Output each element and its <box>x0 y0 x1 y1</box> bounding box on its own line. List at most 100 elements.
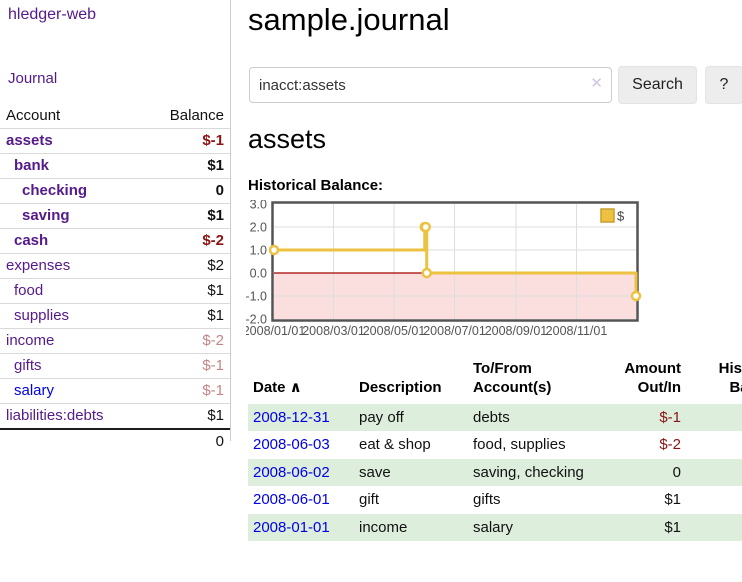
page-title: sample.journal <box>248 2 450 37</box>
search-button[interactable]: Search <box>618 66 697 104</box>
transaction-amount-cell: $-2 <box>659 436 681 453</box>
transaction-date-cell: 2008-06-01 <box>248 486 354 514</box>
sidebar: hledger-web Journal Account Balance asse… <box>0 0 231 450</box>
svg-text:1.0: 1.0 <box>250 244 267 258</box>
accounts-total-row: 0 <box>0 428 230 454</box>
transaction-date-link[interactable]: 2008-06-01 <box>253 491 330 508</box>
transaction-description-cell: gift <box>359 491 380 508</box>
sidebar-account-link-salary[interactable]: salary <box>14 382 55 399</box>
transaction-date-cell: 2008-06-02 <box>248 459 354 487</box>
transaction-balance-cell: $2 <box>686 459 742 487</box>
svg-text:3.0: 3.0 <box>250 200 267 212</box>
account-balance: $-1 <box>202 382 224 399</box>
transaction-amount-cell: $1 <box>664 491 681 508</box>
chart-title: Historical Balance: <box>248 177 384 194</box>
transaction-description-cell: income <box>359 518 408 536</box>
accounts-header-balance: Balance <box>169 107 224 124</box>
transaction-description-cell: save <box>359 463 391 481</box>
svg-text:$: $ <box>617 209 625 224</box>
column-header-historical-balance: Historical Balance <box>718 360 742 396</box>
account-row: bank $1 <box>0 153 230 178</box>
account-row: gifts $-1 <box>0 353 230 378</box>
account-row: cash $-2 <box>0 228 230 253</box>
svg-text:2.0: 2.0 <box>250 221 267 235</box>
account-balance: $-1 <box>202 357 224 374</box>
svg-text:2008/09/01: 2008/09/01 <box>485 324 548 338</box>
sidebar-account-link-gifts[interactable]: gifts <box>14 357 42 374</box>
accounts-total-value: 0 <box>215 433 224 450</box>
transaction-balance-cell: $2 <box>686 486 742 514</box>
sidebar-account-link-cash[interactable]: cash <box>14 232 49 249</box>
transaction-date-link[interactable]: 2008-06-03 <box>253 436 330 453</box>
transaction-date-cell: 2008-12-31 <box>248 404 354 432</box>
transaction-row: 2008-01-01 income salary $1 $1 <box>248 513 742 542</box>
accounts-tree: Account Balance assets $-1 bank $1 checking 0… <box>0 104 230 454</box>
account-row: supplies $1 <box>0 303 230 328</box>
sidebar-account-link-income[interactable]: income <box>6 332 55 349</box>
transaction-accounts-cell: debts <box>473 408 510 426</box>
transaction-amount-cell: $-1 <box>659 408 681 426</box>
transaction-accounts-cell: saving, checking <box>473 463 584 481</box>
account-balance: $2 <box>207 257 224 274</box>
svg-text:2008/11/01: 2008/11/01 <box>546 324 608 338</box>
brand-link[interactable]: hledger-web <box>8 6 97 23</box>
search-input[interactable] <box>249 67 612 103</box>
account-row: expenses $2 <box>0 253 230 278</box>
svg-text:-1.0: -1.0 <box>246 290 267 304</box>
transaction-accounts-cell: salary <box>473 518 514 536</box>
transaction-description-cell: pay off <box>359 408 404 426</box>
transaction-amount-cell: $1 <box>664 518 681 536</box>
transaction-balance-cell: 0 <box>686 431 742 459</box>
transaction-description-cell: eat & shop <box>359 436 431 453</box>
transaction-date-cell: 2008-01-01 <box>248 514 354 542</box>
sidebar-account-link-saving[interactable]: saving <box>22 207 70 224</box>
svg-text:2008/05/01: 2008/05/01 <box>363 324 426 338</box>
svg-text:-2.0: -2.0 <box>246 313 267 327</box>
sidebar-account-link-bank[interactable]: bank <box>14 157 50 174</box>
column-header-description: Description <box>359 378 442 396</box>
account-row: salary $-1 <box>0 378 230 403</box>
transaction-row: 2008-12-31 pay off debts $-1 $-1 <box>248 403 742 432</box>
account-balance: 0 <box>215 182 224 199</box>
account-row: food $1 <box>0 278 230 303</box>
account-row: checking 0 <box>0 178 230 203</box>
column-header-date[interactable]: Date ∧ <box>253 378 302 396</box>
column-header-to-from-account-s-: To/From Account(s) <box>473 360 552 396</box>
svg-text:0.0: 0.0 <box>250 267 267 281</box>
account-balance: $-1 <box>202 132 224 149</box>
account-row: assets $-1 <box>0 128 230 153</box>
svg-text:2008/07/01: 2008/07/01 <box>423 324 486 338</box>
account-row: saving $1 <box>0 203 230 228</box>
account-row: income $-2 <box>0 328 230 353</box>
account-balance: $1 <box>207 307 224 324</box>
main-content: sample.journal ✕ Search ? assets Histori… <box>243 0 742 582</box>
transaction-date-link[interactable]: 2008-01-01 <box>253 518 330 536</box>
sidebar-account-link-supplies[interactable]: supplies <box>14 307 70 324</box>
sidebar-item-journal[interactable]: Journal <box>8 70 58 87</box>
transaction-balance-cell: $-1 <box>686 404 742 432</box>
account-balance: $1 <box>207 407 224 424</box>
chart-canvas: $3.0 2.0 1.0 0.0 -1.0 -2.02008/01/012008/03/0… <box>243 198 642 338</box>
search-form: ✕ Search ? <box>249 66 742 104</box>
transaction-balance-cell: $1 <box>686 514 742 542</box>
transaction-accounts-cell: food, supplies <box>473 436 566 453</box>
transaction-row: 2008-06-01 gift gifts $1 $2 <box>248 486 742 514</box>
sidebar-account-link-liabilities-debts[interactable]: liabilities:debts <box>6 407 104 424</box>
svg-text:2008/01/01: 2008/01/01 <box>246 324 305 338</box>
account-balance: $-2 <box>202 332 224 349</box>
transaction-date-link[interactable]: 2008-12-31 <box>253 408 330 426</box>
register-table: Date ∧ Description To/From Account(s) Amoun… <box>248 358 742 541</box>
sidebar-account-link-food[interactable]: food <box>14 282 44 299</box>
sidebar-account-link-assets[interactable]: assets <box>6 132 53 149</box>
search-help-button[interactable]: ? <box>705 66 742 104</box>
clear-search-icon[interactable]: ✕ <box>590 75 603 92</box>
transaction-accounts-cell: gifts <box>473 491 501 508</box>
transaction-date-link[interactable]: 2008-06-02 <box>253 463 330 481</box>
search-box: ✕ <box>249 67 612 103</box>
transaction-amount-cell: 0 <box>672 463 681 481</box>
sidebar-account-link-checking[interactable]: checking <box>22 182 88 199</box>
svg-text:2008/03/01: 2008/03/01 <box>302 324 365 338</box>
sort-ascending-icon[interactable]: ∧ <box>285 378 302 396</box>
sidebar-account-link-expenses[interactable]: expenses <box>6 257 71 274</box>
accounts-header: Account Balance <box>0 104 230 128</box>
